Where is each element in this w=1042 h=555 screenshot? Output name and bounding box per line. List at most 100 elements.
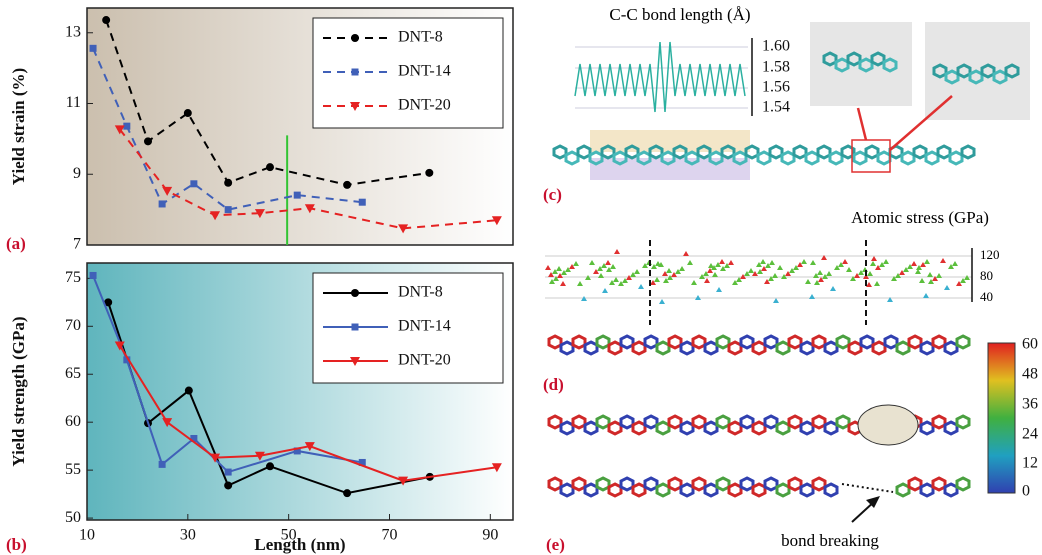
stress-point — [569, 264, 575, 269]
marker — [350, 102, 360, 111]
molecule — [763, 414, 779, 430]
molecule — [583, 420, 599, 436]
charts: 7 9 11 13 Yield strain (%) (a) DNT-8 DNT-14 DNT-… — [6, 7, 514, 554]
d-tick: 40 — [980, 289, 993, 304]
stress-point — [834, 265, 840, 270]
colorbar — [987, 342, 1016, 494]
molecule — [960, 144, 976, 160]
stress-point — [793, 265, 799, 270]
molecule — [667, 414, 683, 430]
panel-label: (a) — [6, 234, 26, 253]
molecule — [696, 144, 712, 160]
molecule — [571, 476, 587, 492]
marker — [114, 125, 125, 135]
marker — [184, 386, 193, 395]
marker — [158, 200, 166, 208]
stress-point — [687, 260, 693, 265]
c-tick: 1.56 — [762, 79, 790, 96]
molecule — [955, 334, 971, 350]
stress-point — [666, 268, 672, 273]
stress-point — [699, 274, 705, 279]
legend-label: DNT-8 — [398, 29, 443, 46]
stress-point — [846, 267, 852, 272]
molecule — [864, 144, 880, 160]
y-tick-label: 55 — [65, 461, 81, 478]
stress-point — [679, 266, 685, 271]
molecule — [576, 144, 592, 160]
molecule — [924, 150, 940, 166]
molecule — [720, 144, 736, 160]
zoom-box — [851, 139, 891, 173]
molecule — [679, 420, 695, 436]
arrow — [889, 95, 953, 151]
stress-point — [911, 261, 917, 266]
molecule — [595, 476, 611, 492]
molecule — [822, 51, 838, 67]
stress-point — [581, 296, 587, 301]
molecule — [643, 414, 659, 430]
cb-tick: 24 — [1022, 426, 1038, 443]
molecule — [943, 420, 959, 436]
stress-point — [589, 260, 595, 265]
molecule — [919, 482, 935, 498]
stress-point — [773, 298, 779, 303]
molecule — [823, 340, 839, 356]
signal — [574, 41, 746, 113]
stress-point — [826, 271, 832, 276]
stress-point — [781, 274, 787, 279]
stress-point — [703, 271, 709, 276]
stress-point — [662, 271, 668, 276]
stress-point — [842, 259, 848, 264]
molecule — [811, 414, 827, 430]
molecule — [607, 420, 623, 436]
molecule — [823, 482, 839, 498]
panel-c-title: C-C bond length (Å) — [609, 5, 750, 24]
molecule — [600, 144, 616, 160]
stress-point — [622, 278, 628, 283]
stress-point — [768, 276, 774, 281]
legend-label: DNT-14 — [398, 63, 451, 80]
stress-point — [785, 271, 791, 276]
stress-point — [830, 286, 836, 291]
stress-point — [814, 280, 820, 285]
stress-point — [928, 279, 934, 284]
marker — [358, 198, 366, 206]
stress-point — [870, 261, 876, 266]
molecule — [607, 340, 623, 356]
molecule — [672, 144, 688, 160]
marker — [144, 137, 153, 146]
molecule — [631, 420, 647, 436]
marker — [266, 462, 275, 471]
stress-point — [609, 280, 615, 285]
stress-point — [671, 272, 677, 277]
molecule — [564, 150, 580, 166]
marker — [210, 453, 221, 463]
y-tick-label: 9 — [73, 165, 81, 182]
stress-point — [891, 276, 897, 281]
d-tick: 120 — [980, 247, 1000, 262]
stress-point — [667, 275, 673, 280]
marker — [224, 481, 233, 490]
stress-point — [601, 263, 607, 268]
legend-label: DNT-20 — [398, 97, 451, 114]
y-axis-label: Yield strain (%) — [9, 68, 28, 185]
panel-label: (c) — [543, 185, 562, 204]
x-tick-label: 90 — [482, 527, 498, 544]
marker — [425, 168, 434, 177]
d-tick: 80 — [980, 268, 993, 283]
stress-point — [573, 261, 579, 266]
stress-point — [740, 274, 746, 279]
molecule — [559, 482, 575, 498]
molecule — [852, 150, 868, 166]
stress-point — [545, 265, 551, 270]
stress-point — [658, 262, 664, 267]
y-axis-label: Yield strength (GPa) — [9, 316, 28, 466]
molecule — [691, 334, 707, 350]
molecule — [931, 476, 947, 492]
marker — [89, 271, 97, 279]
annotation: bond breaking — [781, 531, 879, 550]
marker — [190, 180, 198, 188]
molecule — [787, 334, 803, 350]
molecule — [870, 51, 886, 67]
stress-point — [927, 272, 933, 277]
